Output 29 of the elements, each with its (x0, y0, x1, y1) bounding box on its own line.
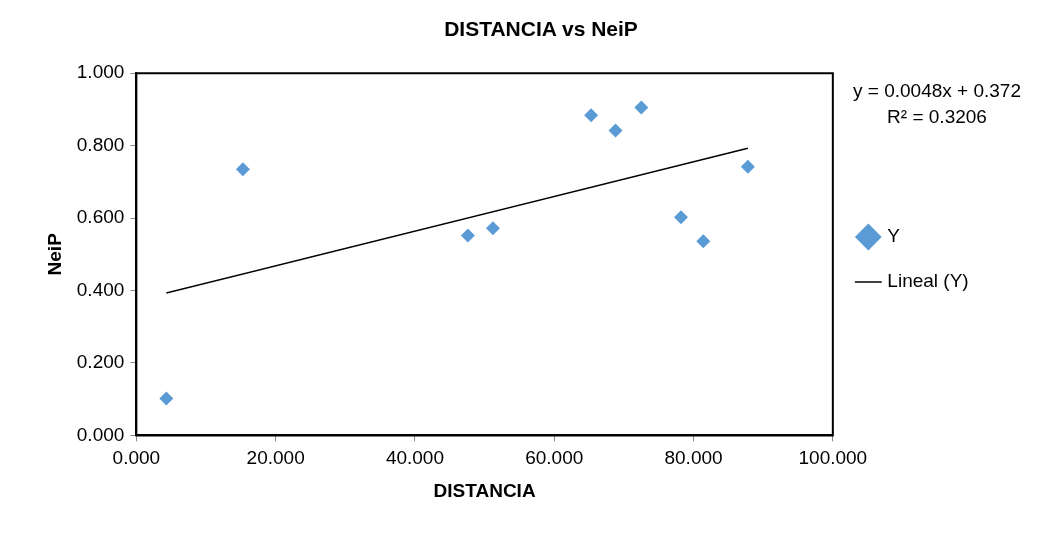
y-tick-label: 0.600 (76, 206, 125, 228)
x-tick-label: 80.000 (664, 447, 723, 469)
point (674, 210, 688, 225)
point (608, 123, 623, 138)
x-tick-label: 20.000 (246, 447, 305, 469)
x-tick-label: 100.000 (798, 447, 868, 469)
text: y = 0.0048x + 0.372 (852, 79, 1022, 103)
y-tick-label: 0.000 (76, 423, 125, 445)
legend-label: Y (887, 225, 964, 247)
y-tick-label: 0.800 (76, 133, 125, 155)
legend-label: Lineal (Y) (887, 270, 1033, 292)
point (460, 228, 475, 243)
point (740, 159, 755, 174)
x-tick-label: 60.000 (525, 447, 584, 469)
point (634, 100, 649, 115)
x-tick-label: 0.000 (112, 447, 161, 469)
text: R² = 0.3206 (886, 105, 988, 129)
y-axis-title: NeiP (43, 232, 65, 276)
chart-title: DISTANCIA vs NeiP (444, 17, 638, 41)
y-tick-label: 1.000 (76, 61, 125, 83)
point (584, 108, 599, 123)
y-tick-label: 0.200 (76, 351, 125, 373)
point (485, 221, 500, 236)
x-axis-title: DISTANCIA (433, 479, 536, 501)
x-tick-label: 40.000 (385, 447, 445, 469)
point (159, 391, 174, 406)
point (235, 162, 250, 177)
point (696, 234, 711, 249)
y-tick-label: 0.400 (76, 278, 125, 300)
